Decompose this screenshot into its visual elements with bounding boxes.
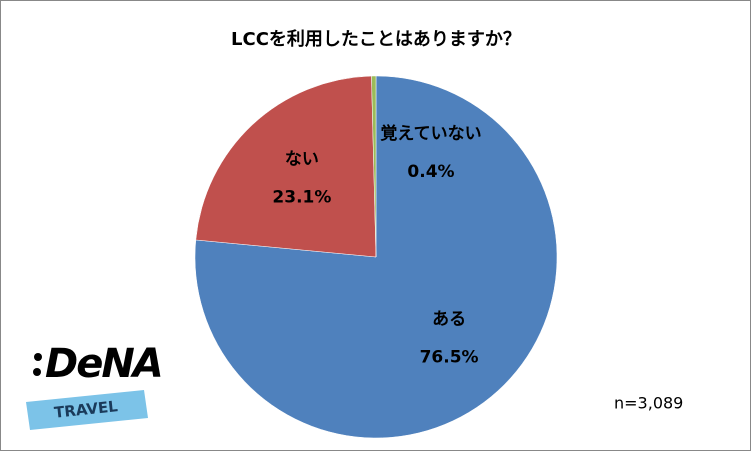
chart-title: LCCを利用したことはありますか？ (231, 28, 521, 50)
logo-band (26, 390, 148, 430)
value-label: 76.5% (420, 347, 479, 367)
logo: DeNA TRAVEL (26, 341, 164, 430)
pie-slice (195, 75, 377, 258)
logo-name: DeNA (45, 341, 162, 387)
logo-dot (34, 353, 42, 361)
slice-label: 覚えていない (380, 123, 481, 144)
slice-label: ある (432, 309, 466, 329)
logo-dot (33, 368, 41, 376)
pie-slice (371, 75, 377, 258)
value-label: 0.4% (407, 162, 454, 182)
slice-label: ない (285, 150, 319, 170)
annotation: n=3,089 (614, 394, 683, 413)
value-label: 23.1% (272, 188, 331, 208)
